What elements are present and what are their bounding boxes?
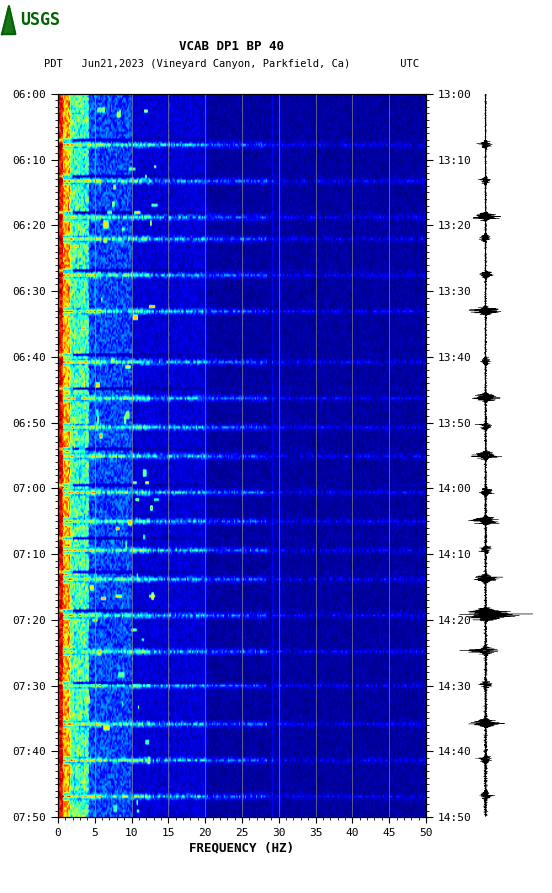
Text: PDT   Jun21,2023 (Vineyard Canyon, Parkfield, Ca)        UTC: PDT Jun21,2023 (Vineyard Canyon, Parkfie… bbox=[44, 59, 420, 70]
X-axis label: FREQUENCY (HZ): FREQUENCY (HZ) bbox=[189, 842, 294, 855]
Text: VCAB DP1 BP 40: VCAB DP1 BP 40 bbox=[179, 40, 284, 53]
Text: USGS: USGS bbox=[20, 11, 60, 29]
Polygon shape bbox=[2, 6, 15, 34]
